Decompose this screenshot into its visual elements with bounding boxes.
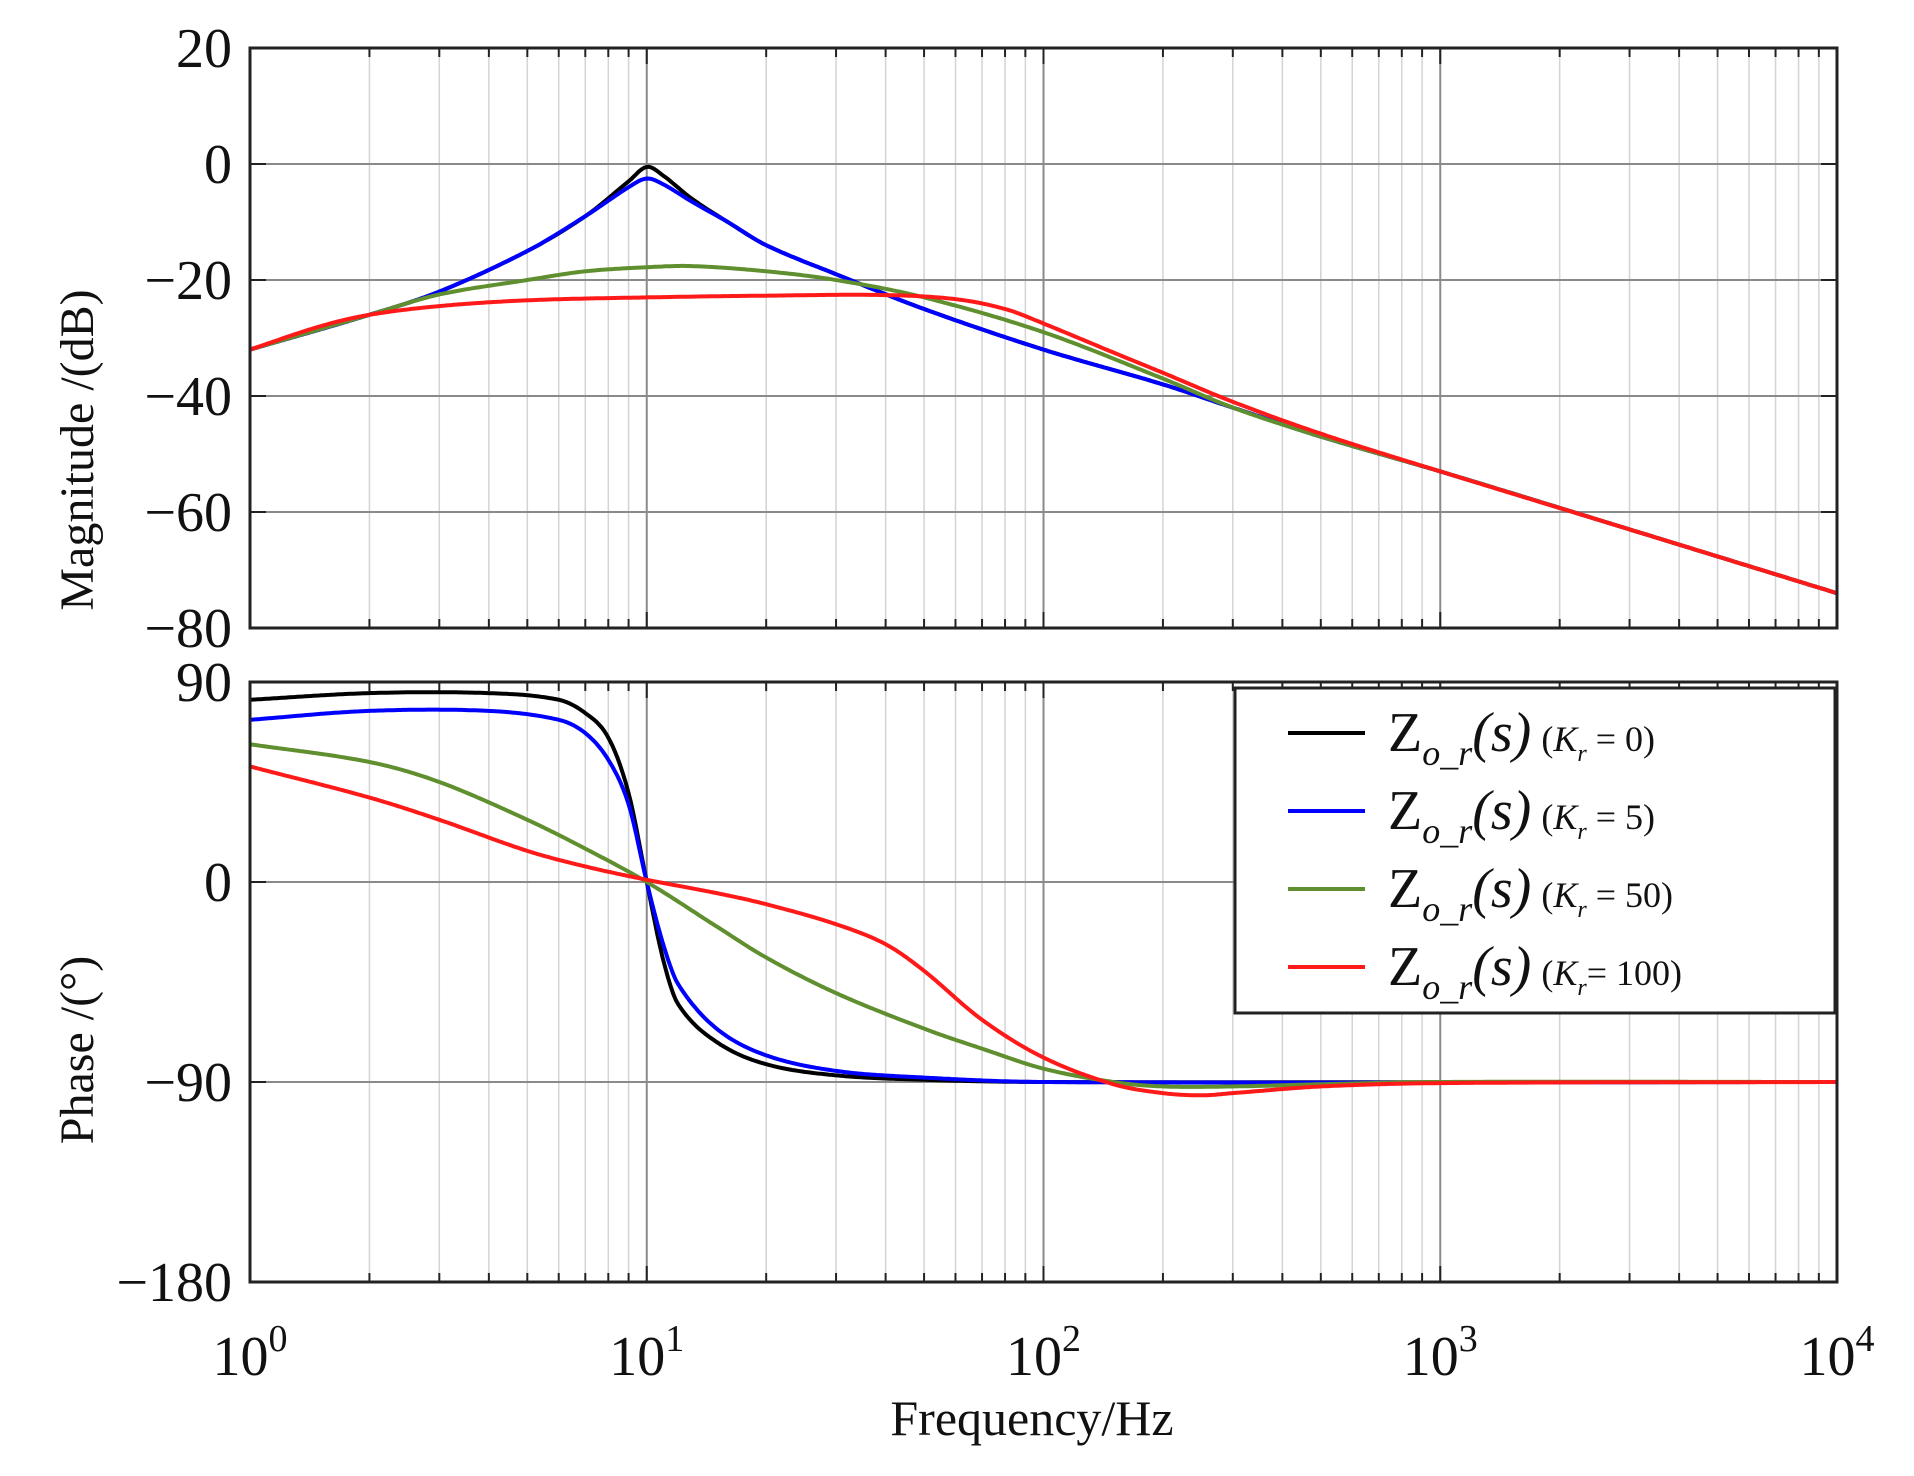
magnitude-panel: 20 0 −20 −40 −60 −80 Magnitude /(dB) bbox=[51, 18, 1839, 660]
phase-ylabel: Phase /(°) bbox=[51, 956, 104, 1144]
phase-ytick-label: −90 bbox=[144, 1052, 232, 1114]
magnitude-series-kr-100 bbox=[249, 292, 1838, 596]
magnitude-ytick-label: −40 bbox=[144, 366, 232, 428]
phase-ytick-labels: 90 0 −90 −180 bbox=[116, 652, 232, 1314]
magnitude-ylabel: Magnitude /(dB) bbox=[51, 289, 104, 610]
legend-entry-label: Zo_r(s) (Kr= 100) bbox=[1388, 936, 1682, 1007]
magnitude-ytick-label: 0 bbox=[204, 134, 232, 196]
magnitude-ytick-label: −80 bbox=[144, 598, 232, 660]
frequency-xlabel: Frequency/Hz bbox=[890, 1390, 1173, 1446]
legend-entry-label: Zo_r(s) (Kr = 0) bbox=[1388, 702, 1655, 773]
phase-series-kr-100 bbox=[249, 764, 1837, 1098]
magnitude-ytick-labels: 20 0 −20 −40 −60 −80 bbox=[144, 18, 232, 660]
legend-entries: Zo_r(s) (Kr = 0)Zo_r(s) (Kr = 5)Zo_r(s) (Kr… bbox=[1288, 702, 1682, 1007]
magnitude-ytick-label: −60 bbox=[144, 482, 232, 544]
legend-box bbox=[1233, 686, 1837, 1015]
magnitude-ytick-label: 20 bbox=[176, 18, 232, 80]
phase-ytick-label: 90 bbox=[176, 652, 232, 714]
phase-series bbox=[249, 690, 1837, 1098]
magnitude-ytick-label: −20 bbox=[144, 250, 232, 312]
frequency-tick-labels: 100 101 102 103 104 bbox=[213, 1318, 1875, 1388]
magnitude-frame bbox=[248, 46, 1839, 630]
legend-entry-label: Zo_r(s) (Kr = 5) bbox=[1388, 780, 1655, 851]
legend-entry-label: Zo_r(s) (Kr = 50) bbox=[1388, 858, 1673, 929]
phase-ytick-label: −180 bbox=[116, 1252, 232, 1314]
phase-ytick-label: 0 bbox=[204, 852, 232, 914]
magnitude-series bbox=[249, 164, 1838, 596]
legend: Zo_r(s) (Kr = 0)Zo_r(s) (Kr = 5)Zo_r(s) (Kr… bbox=[1233, 686, 1837, 1015]
phase-frame bbox=[248, 680, 1839, 1284]
